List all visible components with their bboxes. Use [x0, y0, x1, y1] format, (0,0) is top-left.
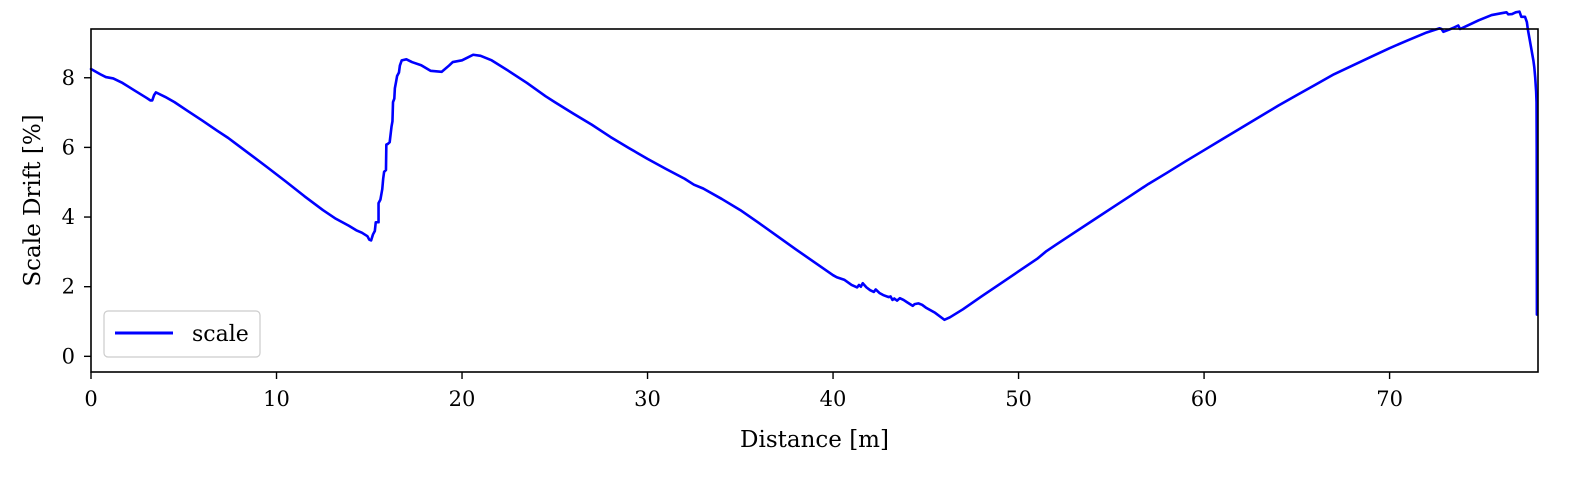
y-tick-label: 6: [62, 135, 75, 159]
x-axis-label: Distance [m]: [740, 427, 889, 453]
y-tick-label: 8: [62, 66, 75, 90]
x-tick-label: 20: [449, 387, 476, 411]
axis-ticks: 0 10 20 30 40 50 60 70 0 2 4 6 8: [62, 66, 1403, 411]
x-tick-label: 50: [1005, 387, 1032, 411]
y-axis-label: Scale Drift [%]: [20, 114, 46, 286]
x-tick-label: 10: [263, 387, 290, 411]
y-tick-label: 2: [62, 275, 75, 299]
series-layer: [89, 10, 1539, 322]
x-tick-label: 70: [1376, 387, 1403, 411]
x-tick-label: 0: [84, 387, 97, 411]
series-line-scale: [89, 10, 1539, 322]
plot-frame: [90, 28, 1539, 373]
x-tick-label: 40: [820, 387, 847, 411]
x-tick-label: 60: [1191, 387, 1218, 411]
legend-entry-scale: scale: [192, 322, 249, 347]
y-tick-label: 0: [62, 344, 75, 368]
y-tick-label: 4: [62, 205, 75, 229]
legend: scale: [103, 310, 261, 358]
legend-box: [103, 310, 261, 358]
x-tick-label: 30: [634, 387, 661, 411]
